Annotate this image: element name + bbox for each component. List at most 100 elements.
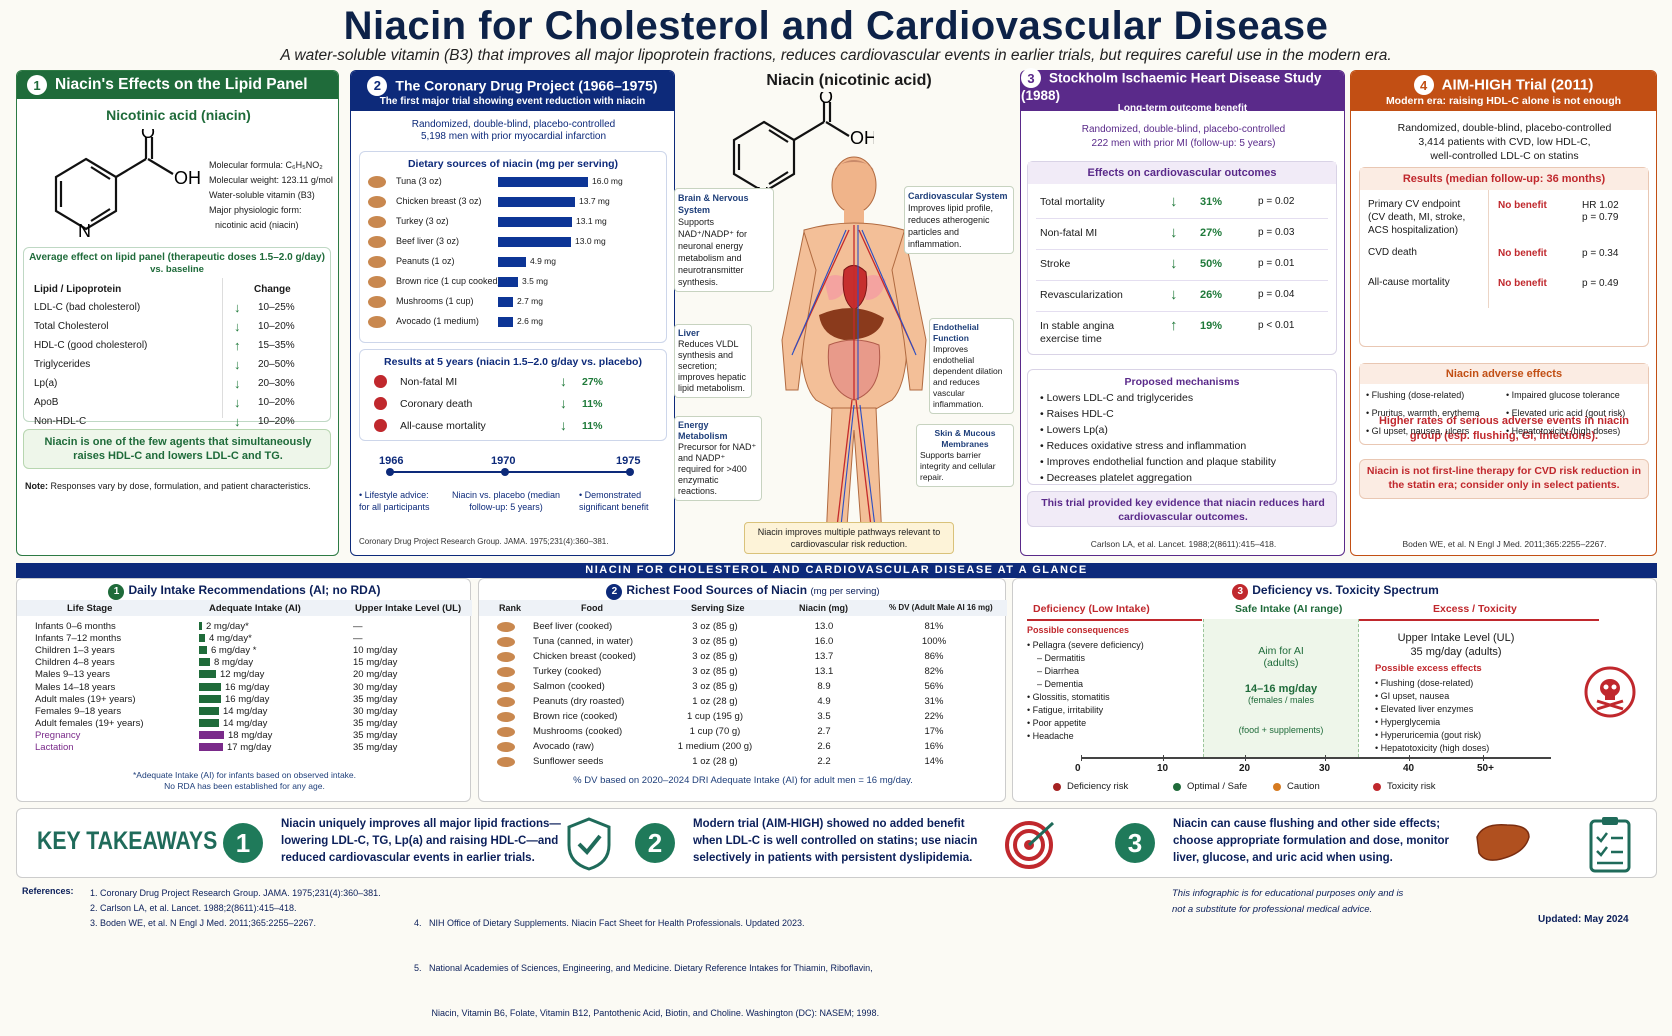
mechanism-item: Lowers Lp(a) xyxy=(1040,422,1276,438)
ul-value: 20 mg/day xyxy=(353,669,398,681)
axis-tick-label: 40 xyxy=(1403,763,1415,774)
percent-dv: 82% xyxy=(924,666,944,677)
serving-size: 1 cup (70 g) xyxy=(689,726,741,737)
lipid-name: HDL-C (good cholesterol) xyxy=(34,340,148,351)
mechanism-item: Improves endothelial function and plaque… xyxy=(1040,454,1276,470)
row-divider xyxy=(1036,311,1328,312)
panel-lipid-effects: 1 Niacin's Effects on the Lipid Panel Ni… xyxy=(16,70,339,556)
col-food: Food xyxy=(581,603,603,613)
p-value: p = 0.04 xyxy=(1258,289,1295,300)
key-takeaways: KEY TAKEAWAYS 1 Niacin uniquely improves… xyxy=(16,808,1657,878)
panel-2-title: The Coronary Drug Project (1966–1975) xyxy=(395,77,658,93)
ul-value: 15 mg/day xyxy=(353,657,398,669)
food-icon xyxy=(497,727,515,737)
niacin-mg: 8.9 xyxy=(817,681,831,692)
col-dv: % DV (Adult Male AI 16 mg) xyxy=(889,603,993,612)
lipid-change: 15–35% xyxy=(258,340,295,351)
outcome-value: 19% xyxy=(1200,320,1223,332)
excess-item: • Elevated liver enzymes xyxy=(1375,704,1474,714)
clipboard-checklist-icon xyxy=(1589,817,1631,873)
reference-5: 5. National Academies of Sciences, Engin… xyxy=(414,963,873,973)
food-name: Avocado (raw) xyxy=(533,741,595,752)
food-bar-label: 13.7 mg xyxy=(579,196,610,206)
arrow-icon: ↓ xyxy=(234,300,241,315)
diet-title: Dietary sources of niacin (mg per servin… xyxy=(407,158,619,170)
adverse-item: Hepatotoxicity (high doses) xyxy=(1506,422,1625,440)
excess-item: • Hepatotoxicity (high doses) xyxy=(1375,743,1490,753)
avg-effect-sub: vs. baseline xyxy=(150,264,204,275)
food-bar xyxy=(498,277,518,287)
serving-size: 3 oz (85 g) xyxy=(692,681,738,692)
panel-4-header: 4 AIM-HIGH Trial (2011) Modern era: raisi… xyxy=(1351,71,1656,111)
ai-bar xyxy=(199,682,221,691)
food-icon xyxy=(497,742,515,752)
food-name: Peanuts (1 oz) xyxy=(396,256,455,266)
endpoint-p: HR 1.02 p = 0.79 xyxy=(1582,200,1619,223)
takeaways-title: KEY TAKEAWAYS xyxy=(37,827,218,855)
arrow-icon: ↓ xyxy=(234,376,241,391)
arrow-icon: ↓ xyxy=(1170,255,1178,272)
life-stage: Children 4–8 years xyxy=(35,657,115,669)
food-bar xyxy=(498,217,572,227)
percent-dv: 100% xyxy=(921,636,947,647)
spectrum-axis xyxy=(1081,757,1551,759)
fact-vitamin: Water-soluble vitamin (B3) xyxy=(209,190,315,200)
design-line-2: 5,198 men with prior myocardial infarcti… xyxy=(420,131,607,142)
outcome-value: 27% xyxy=(1200,227,1223,239)
food-bar-label: 16.0 mg xyxy=(592,176,623,186)
lipid-change: 10–20% xyxy=(258,321,295,332)
adverse-item: Elevated uric acid (gout risk) xyxy=(1506,404,1626,422)
food-icon xyxy=(497,652,515,662)
panel-number: 4 xyxy=(1413,75,1434,95)
p-value: p = 0.01 xyxy=(1258,258,1295,269)
arrow-icon: ↑ xyxy=(1170,317,1178,334)
liver-text: Reduces VLDL synthesis and secretion; im… xyxy=(678,339,747,393)
col-change: Change xyxy=(254,284,291,295)
ul-value: 35 mg/day xyxy=(353,693,398,705)
timeline-note-1: • Lifestyle advice: for all participants xyxy=(359,490,430,512)
stockholm-reference: Carlson LA, et al. Lancet. 1988;2(8611):… xyxy=(1090,539,1277,549)
excess-title: Possible excess effects xyxy=(1375,663,1482,674)
svg-text:N: N xyxy=(78,221,91,239)
food-icon xyxy=(497,667,515,677)
deficiency-item: • Headache xyxy=(1027,731,1074,741)
ai-bar xyxy=(199,646,207,655)
col-lipid: Lipid / Lipoprotein xyxy=(34,284,122,295)
life-stage: Infants 7–12 months xyxy=(35,633,122,645)
arrow-icon: ↓ xyxy=(1170,286,1178,303)
cdp-results-box: Results at 5 years (niacin 1.5–2.0 g/day… xyxy=(359,349,667,441)
panel-1-header: 1 Niacin's Effects on the Lipid Panel xyxy=(17,71,338,99)
svg-text:OH: OH xyxy=(850,128,874,148)
arrow-icon: ↓ xyxy=(234,395,241,410)
life-stage: Infants 0–6 months xyxy=(35,621,116,632)
axis-tick xyxy=(1325,755,1326,761)
axis-tick-label: 50+ xyxy=(1477,763,1494,774)
adverse-item: Pruritus, warmth, erythema xyxy=(1366,404,1480,422)
food-name: Turkey (cooked) xyxy=(533,666,602,677)
food-bar xyxy=(498,177,588,187)
design-line-3: well-controlled LDL-C on statins xyxy=(1430,150,1579,162)
endpoint-p: p = 0.49 xyxy=(1582,278,1619,289)
deficiency-item: • Poor appetite xyxy=(1027,718,1087,728)
food-table-title: Richest Food Sources of Niacin xyxy=(626,583,808,597)
reference-3: 3. Boden WE, et al. N Engl J Med. 2011;3… xyxy=(90,918,316,928)
percent-dv: 86% xyxy=(924,651,944,662)
ai-bar xyxy=(199,718,219,727)
serving-size: 1 oz (28 g) xyxy=(692,756,738,767)
arrow-icon: ↓ xyxy=(234,357,241,372)
food-bar-label: 4.9 mg xyxy=(530,256,556,266)
panel-3-header: 3 Stockholm Ischaemic Heart Disease Study… xyxy=(1021,68,1344,114)
updated-date: Updated: May 2024 xyxy=(1538,914,1629,925)
percent-dv: 22% xyxy=(924,711,944,722)
ai-value: 2 mg/day* xyxy=(206,621,249,632)
ai-value: 17 mg/day xyxy=(227,742,272,753)
ai-value: 12 mg/day xyxy=(220,669,265,681)
design-line-1: Randomized, double-blind, placebo-contro… xyxy=(411,119,616,130)
liver-box: Liver Reduces VLDL synthesis and secreti… xyxy=(674,324,752,398)
fact-formula: Molecular formula: C₆H₅NO₂ xyxy=(209,160,323,170)
arrow-down-icon: ↓ xyxy=(560,395,567,411)
niacin-structure-icon: O OH N xyxy=(54,129,201,239)
percent-dv: 81% xyxy=(924,621,944,632)
ai-value: 4 mg/day* xyxy=(209,633,252,645)
adverse-item: Flushing (dose-related) xyxy=(1366,386,1480,404)
